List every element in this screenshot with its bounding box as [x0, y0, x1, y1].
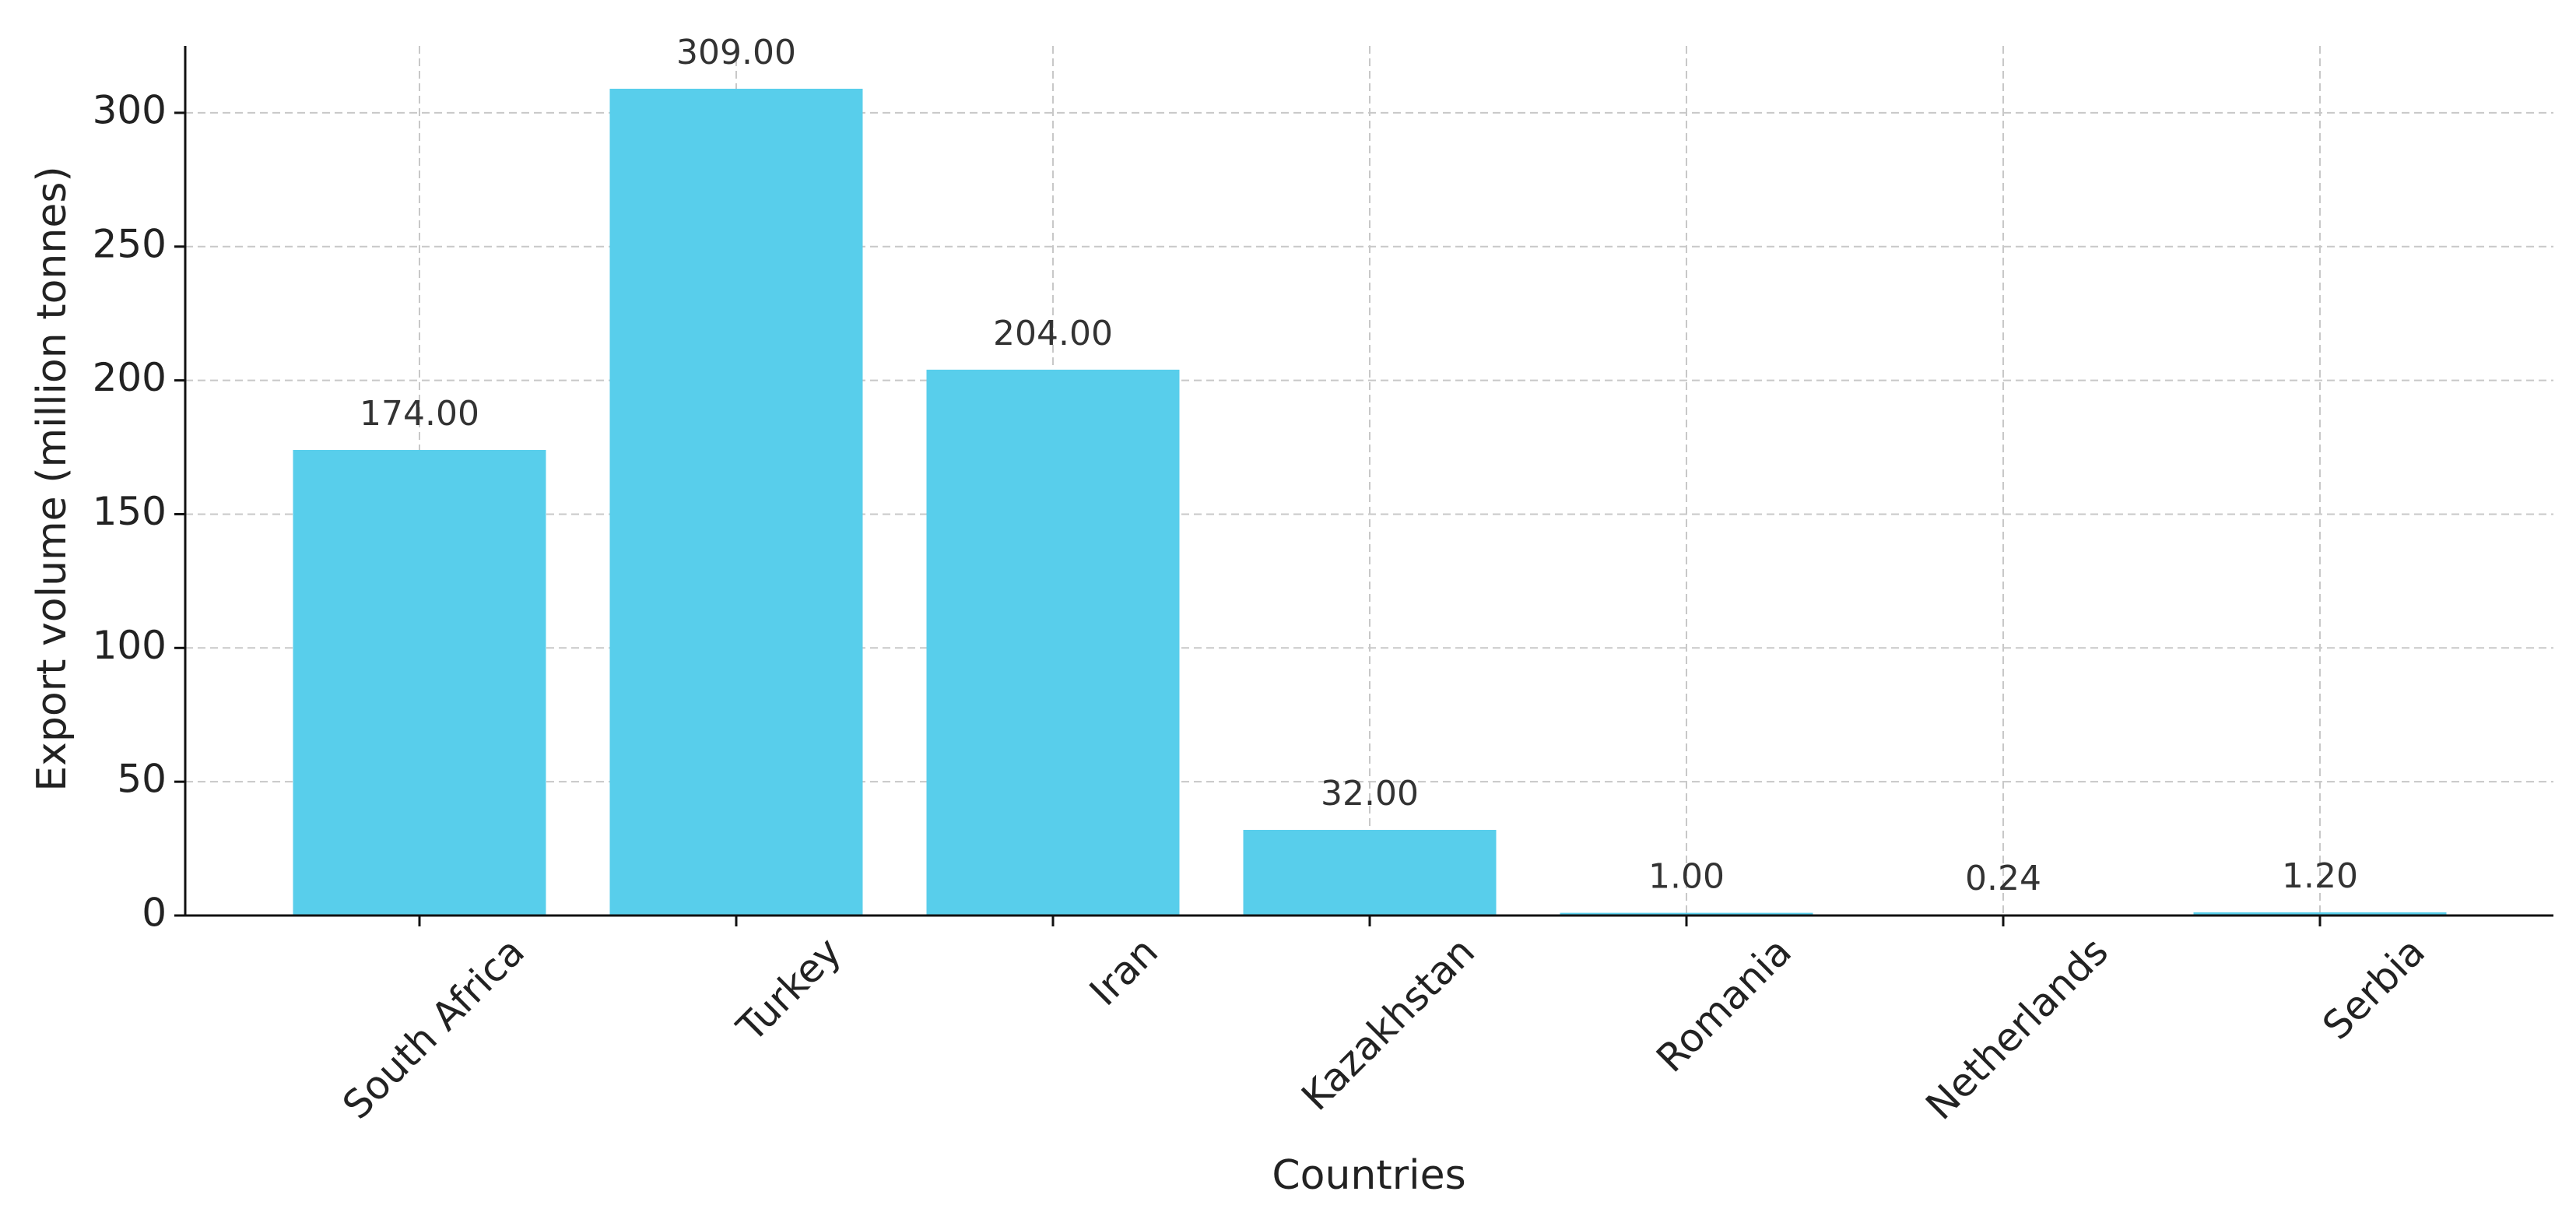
y-tick-label: 200 [93, 355, 167, 400]
x-tick-label: South Africa [334, 929, 533, 1128]
bar [1560, 912, 1813, 916]
bar [1243, 830, 1497, 916]
y-tick-label: 250 [93, 221, 167, 266]
bar [293, 449, 546, 916]
value-label: 1.20 [2282, 856, 2358, 896]
y-tick-label: 300 [93, 87, 167, 132]
bar [609, 88, 863, 916]
value-label: 174.00 [360, 394, 479, 434]
x-tick-label: Kazakhstan [1293, 929, 1483, 1119]
y-axis-label: Export volume (million tonnes) [29, 166, 75, 791]
value-label: 204.00 [993, 314, 1113, 353]
value-label: 0.24 [1965, 859, 2041, 898]
x-tick-label: Romania [1648, 929, 1800, 1081]
y-tick-label: 100 [93, 623, 167, 668]
bar [926, 369, 1180, 916]
x-axis-label: Countries [1272, 1152, 1465, 1199]
x-tick-label: Turkey [728, 929, 850, 1051]
value-label: 1.00 [1648, 857, 1725, 897]
y-tick-label: 150 [93, 489, 167, 534]
value-label: 32.00 [1321, 774, 1419, 814]
x-tick-label: Iran [1081, 929, 1167, 1014]
value-label: 309.00 [676, 33, 796, 72]
x-tick-label: Serbia [2314, 929, 2434, 1049]
bar [2193, 912, 2447, 916]
y-tick-label: 50 [117, 757, 167, 802]
x-tick-label: Netherlands [1917, 929, 2117, 1129]
y-tick-label: 0 [142, 891, 167, 936]
